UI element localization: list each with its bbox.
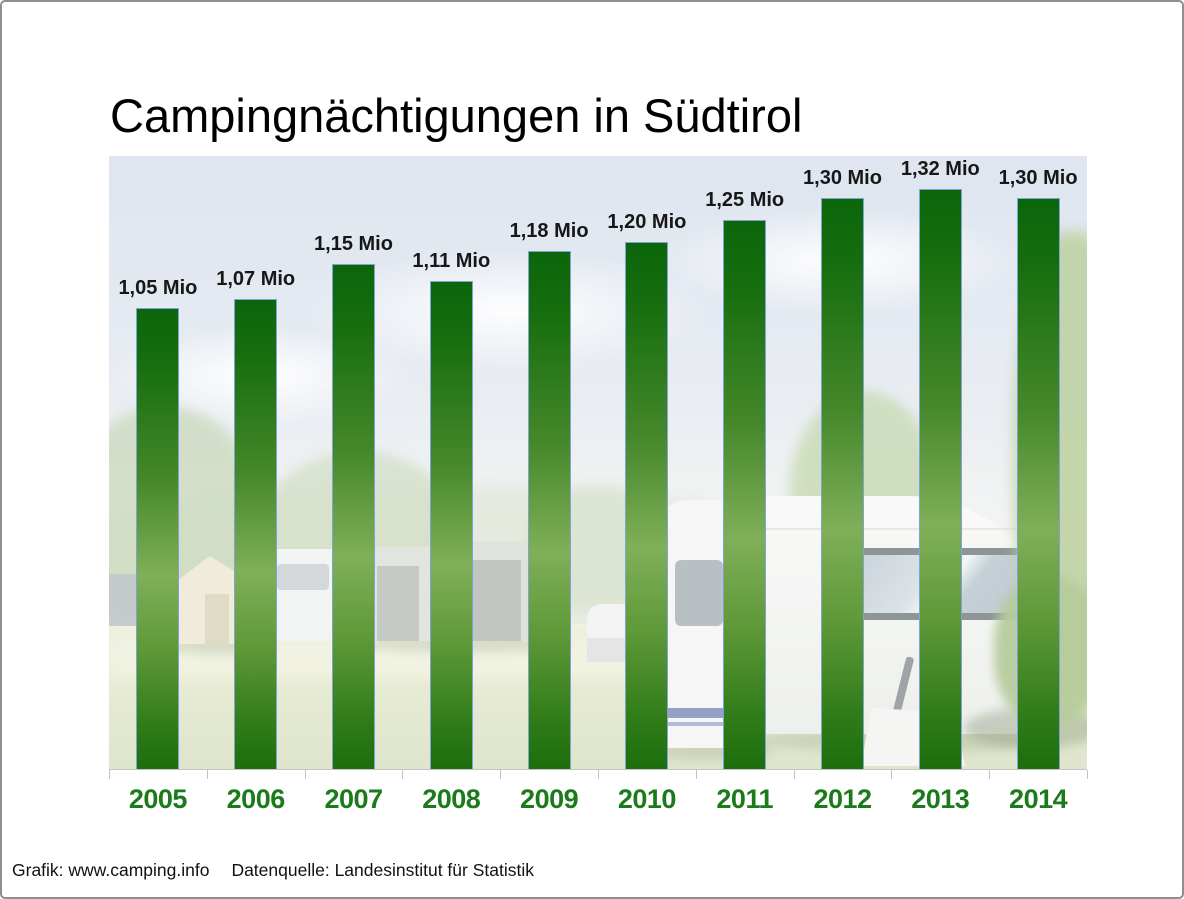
bar-value-label-2009: 1,18 Mio — [509, 220, 589, 242]
category-label-2014: 2014 — [1009, 784, 1068, 814]
axis-tick — [207, 770, 208, 779]
bar-value-label-2006: 1,07 Mio — [216, 268, 296, 290]
caravan-window — [277, 564, 329, 590]
footer-source: Datenquelle: Landesinstitut für Statisti… — [231, 860, 534, 880]
footer: Grafik: www.camping.info Datenquelle: La… — [12, 860, 534, 881]
caravan-stripe — [657, 708, 741, 718]
chart-title: Campingnächtigungen in Südtirol — [110, 89, 803, 142]
tent-door — [205, 594, 229, 644]
axis-tick — [109, 770, 110, 779]
category-label-2009: 2009 — [520, 784, 579, 814]
category-label-2006: 2006 — [226, 784, 286, 814]
category-label-2012: 2012 — [813, 784, 872, 814]
category-label-2010: 2010 — [617, 784, 677, 814]
category-label-2013: 2013 — [911, 784, 970, 814]
bar-value-label-2013: 1,32 Mio — [900, 158, 980, 180]
bar-value-label-2005: 1,05 Mio — [118, 277, 198, 299]
axis-tick — [305, 770, 306, 779]
bar-2009 — [527, 251, 571, 770]
axis-tick — [1087, 770, 1088, 779]
category-label-2011: 2011 — [716, 784, 773, 814]
bar-value-label-2007: 1,15 Mio — [314, 233, 393, 255]
axis-tick — [891, 770, 892, 779]
caravan-roofline — [757, 528, 1047, 530]
bar-2008 — [429, 281, 473, 770]
axis-tick — [794, 770, 795, 779]
bar-value-label-2010: 1,20 Mio — [607, 211, 687, 233]
bars-layer: 1,05 Mio 1,07 Mio 1,15 Mio 1,11 Mio 1,18 Mio… — [109, 156, 1087, 770]
bar-value-label-2008: 1,11 Mio — [412, 250, 491, 272]
caravan-window — [675, 560, 723, 626]
bar-value-label-2011: 1,25 Mio — [705, 189, 785, 211]
caravan-stripe — [657, 722, 741, 726]
chart-area: 1,05 Mio 1,07 Mio 1,15 Mio 1,11 Mio 1,18 Mio… — [109, 156, 1088, 836]
category-label-2005: 2005 — [128, 784, 188, 814]
awning-opening — [471, 560, 521, 641]
awning-opening — [377, 566, 419, 641]
bar-2005 — [136, 308, 180, 770]
axis-tick — [696, 770, 697, 779]
bar-2012 — [821, 198, 864, 770]
bar-2006 — [234, 299, 278, 770]
bar-2013 — [918, 189, 962, 770]
axis-tick — [500, 770, 501, 779]
bar-2010 — [625, 242, 669, 770]
bar-2011 — [723, 220, 767, 770]
x-axis-line — [109, 769, 1087, 770]
footer-credit: Grafik: www.camping.info — [12, 860, 210, 880]
axis-tick — [989, 770, 990, 779]
category-label-2007: 2007 — [324, 784, 383, 814]
category-label-2008: 2008 — [422, 784, 481, 814]
axis-tick — [402, 770, 403, 779]
bar-value-label-2014: 1,30 Mio — [998, 167, 1078, 189]
bar-value-label-2012: 1,30 Mio — [803, 167, 882, 189]
bar-2014 — [1016, 198, 1060, 770]
axis-tick — [598, 770, 599, 779]
bar-2007 — [332, 264, 375, 770]
